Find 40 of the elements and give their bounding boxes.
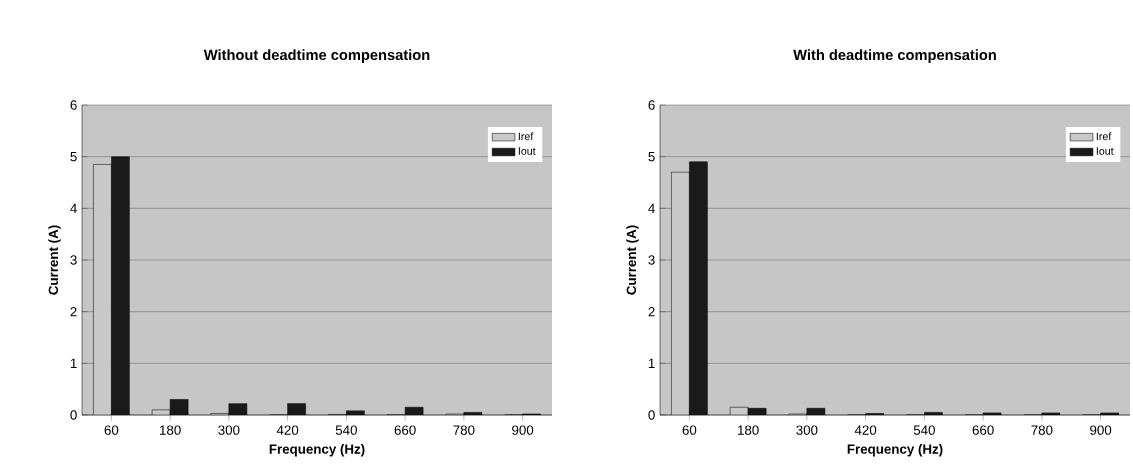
legend-label: Iref bbox=[1096, 132, 1112, 141]
y-tick-label: 6 bbox=[70, 100, 77, 110]
y-tick-label: 3 bbox=[648, 255, 655, 265]
x-tick-label: 900 bbox=[1090, 425, 1112, 435]
y-tick-label: 4 bbox=[648, 203, 655, 213]
legend-label: Iref bbox=[518, 132, 534, 141]
legend-label: Iout bbox=[518, 147, 536, 155]
y-tick-label: 0 bbox=[648, 410, 655, 420]
chart-title: Without deadtime compensation bbox=[203, 49, 430, 63]
x-tick-label: 60 bbox=[682, 425, 697, 435]
x-tick-label: 540 bbox=[335, 425, 357, 435]
y-tick-label: 4 bbox=[70, 203, 77, 213]
y-axis-title: Current (A) bbox=[626, 225, 639, 295]
legend-label: Iout bbox=[1096, 147, 1114, 155]
y-tick-label: 3 bbox=[70, 255, 77, 265]
x-tick-label: 300 bbox=[218, 425, 240, 435]
x-tick-label: 780 bbox=[453, 425, 475, 435]
x-tick-label: 420 bbox=[854, 425, 877, 435]
y-tick-label: 6 bbox=[648, 100, 655, 110]
x-axis-title: Frequency (Hz) bbox=[847, 444, 943, 457]
chart-title: With deadtime compensation bbox=[793, 49, 996, 63]
y-tick-label: 1 bbox=[70, 358, 77, 368]
y-tick-label: 1 bbox=[648, 358, 655, 368]
x-tick-label: 180 bbox=[160, 425, 181, 435]
y-tick-label: 2 bbox=[70, 307, 77, 317]
x-tick-label: 660 bbox=[972, 425, 994, 435]
y-tick-label: 2 bbox=[648, 307, 655, 317]
x-tick-label: 420 bbox=[276, 425, 299, 435]
y-tick-label: 5 bbox=[648, 152, 655, 162]
x-tick-label: 660 bbox=[394, 425, 416, 435]
x-tick-label: 780 bbox=[1031, 425, 1053, 435]
y-tick-label: 0 bbox=[70, 410, 77, 420]
x-axis-title: Frequency (Hz) bbox=[269, 444, 365, 457]
x-tick-label: 60 bbox=[104, 425, 119, 435]
y-axis-title: Current (A) bbox=[48, 225, 61, 295]
y-tick-label: 5 bbox=[70, 152, 77, 162]
x-tick-label: 540 bbox=[913, 425, 935, 435]
x-tick-label: 180 bbox=[738, 425, 759, 435]
x-tick-label: 300 bbox=[796, 425, 818, 435]
x-tick-label: 900 bbox=[512, 425, 534, 435]
